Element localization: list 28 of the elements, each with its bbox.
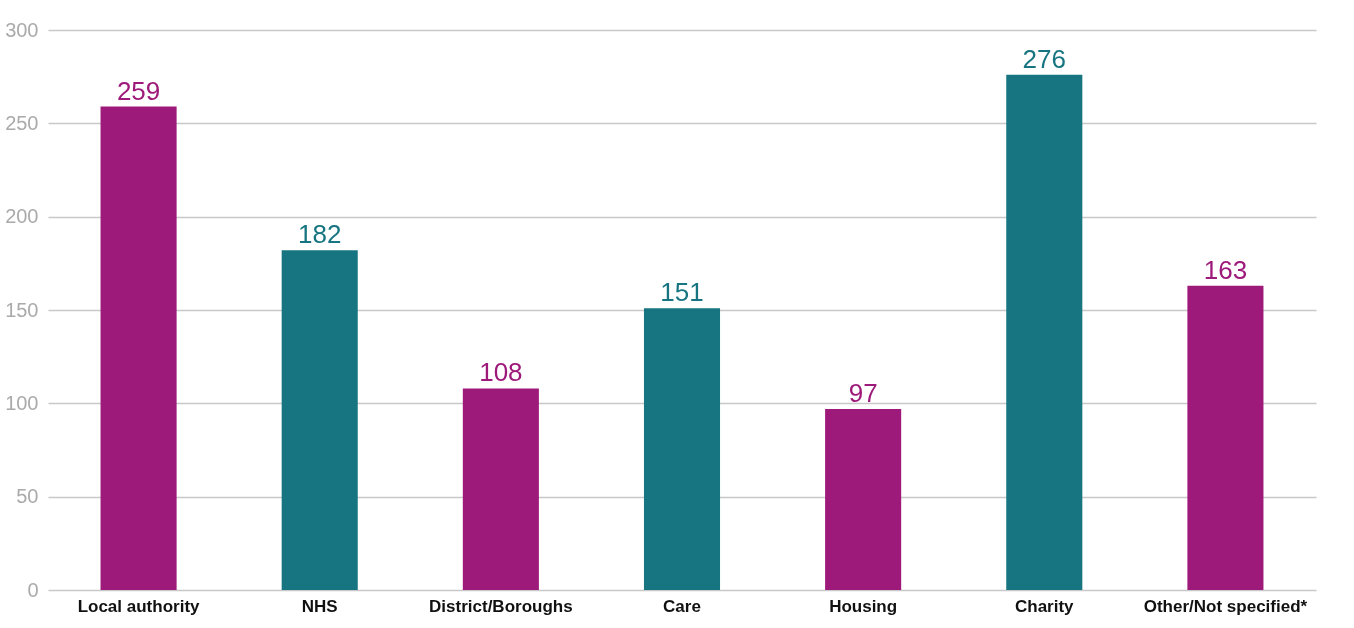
bar	[462, 388, 539, 590]
bar	[825, 408, 902, 590]
data-label: 182	[298, 219, 342, 250]
bar	[100, 106, 177, 590]
y-tick-label: 250	[5, 111, 39, 134]
bar	[1187, 285, 1264, 590]
bar	[281, 250, 358, 590]
y-tick-label: 100	[5, 391, 39, 414]
y-tick-label: 300	[5, 18, 39, 41]
data-label: 259	[116, 75, 161, 106]
y-tick-label: 200	[5, 205, 39, 228]
x-tick-label: Local authority	[77, 596, 201, 616]
data-label: 108	[479, 357, 523, 388]
x-tick-label: District/Boroughs	[429, 596, 573, 616]
x-tick-label: Housing	[829, 596, 898, 616]
y-tick-label: 150	[5, 298, 39, 321]
y-tick-label: 0	[27, 578, 39, 601]
x-tick-label: Charity	[1015, 596, 1075, 616]
data-label: 163	[1203, 254, 1248, 285]
y-tick-label: 50	[16, 485, 39, 508]
data-label: 151	[660, 277, 704, 308]
x-tick-label: Care	[663, 596, 701, 616]
x-tick-label: NHS	[301, 596, 338, 616]
data-label: 276	[1022, 43, 1066, 74]
bar	[1006, 74, 1083, 590]
data-label: 97	[848, 377, 878, 408]
bar	[643, 308, 721, 590]
x-tick-label: Other/Not specified*	[1143, 596, 1308, 616]
